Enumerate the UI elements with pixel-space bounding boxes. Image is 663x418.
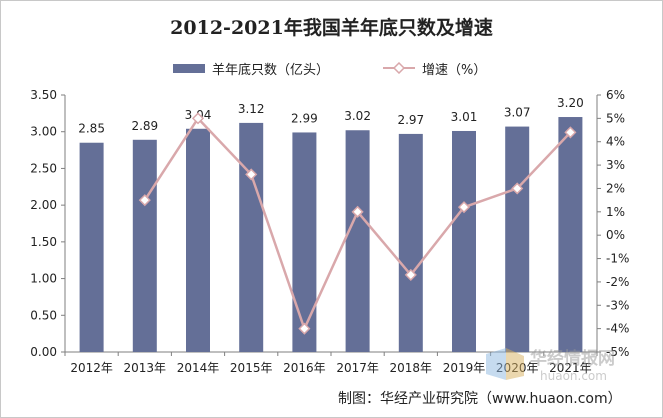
- y-left-tick-label: 1.00: [30, 272, 57, 286]
- bar-data-label: 3.12: [238, 102, 265, 116]
- bar-data-label: 2.89: [131, 119, 158, 133]
- x-tick-label: 2018年: [390, 361, 433, 375]
- y-left-tick-label: 3.00: [30, 125, 57, 139]
- x-tick-label: 2014年: [177, 361, 220, 375]
- bar: [132, 139, 157, 352]
- bar: [292, 132, 317, 352]
- legend-bar-swatch: [173, 63, 205, 73]
- bar: [558, 117, 583, 353]
- y-right-tick-label: 3%: [606, 158, 625, 172]
- x-tick-label: 2016年: [283, 361, 326, 375]
- y-right-tick-label: -1%: [606, 252, 629, 266]
- legend-item-bar-series: 羊年底只数（亿头）: [173, 58, 329, 78]
- y-right-tick-label: 6%: [606, 88, 625, 102]
- legend-bar-label: 羊年底只数（亿头）: [212, 62, 330, 78]
- y-right-tick-label: -3%: [606, 298, 629, 312]
- bar-data-label: 3.01: [451, 110, 478, 124]
- bar-data-label: 3.20: [557, 96, 584, 110]
- growth-point: [457, 201, 471, 214]
- y-right-tick-label: -5%: [606, 345, 629, 359]
- bar: [239, 122, 264, 352]
- bar: [345, 130, 370, 352]
- chart-legend: 羊年底只数（亿头） 增速（%）: [0, 58, 663, 78]
- bar-data-label: 2.97: [397, 113, 424, 127]
- watermark-url: huaon.com: [540, 369, 607, 383]
- growth-point: [138, 194, 151, 207]
- growth-point: [191, 112, 205, 125]
- bar-data-label: 3.02: [344, 109, 371, 123]
- legend-item-line-series: 增速（%）: [383, 58, 486, 78]
- y-left-tick-label: 3.50: [30, 88, 57, 102]
- growth-point: [511, 182, 524, 195]
- watermark-brand: 华经情报网: [530, 348, 615, 369]
- y-right-tick-label: 4%: [606, 135, 625, 149]
- legend-line-swatch: [383, 62, 415, 74]
- source-credit: 制图：华经产业研究院（www.huaon.com）: [338, 391, 622, 407]
- y-left-tick-label: 2.00: [30, 198, 57, 212]
- bar: [398, 133, 423, 352]
- legend-line-label: 增速（%）: [422, 62, 487, 78]
- chart-title: 2012-2021年我国羊年底只数及增速: [170, 17, 493, 39]
- y-left-tick-label: 2.50: [30, 161, 57, 175]
- y-left-tick-label: 0.00: [30, 345, 57, 359]
- y-left-tick-label: 1.50: [30, 235, 57, 249]
- bar: [505, 126, 530, 353]
- watermark-logo: 华经情报网 huaon.com: [484, 346, 634, 386]
- bar-data-label: 2.99: [291, 111, 318, 125]
- y-right-tick-label: 0%: [606, 228, 625, 242]
- x-tick-label: 2015年: [230, 361, 273, 375]
- bar: [452, 130, 476, 352]
- growth-point: [245, 168, 258, 181]
- y-right-tick-label: -4%: [606, 322, 629, 336]
- growth-point: [351, 205, 364, 218]
- y-left-tick-label: 0.50: [30, 308, 57, 322]
- x-tick-label: 2019年: [443, 361, 486, 375]
- x-tick-label: 2013年: [124, 361, 167, 375]
- y-right-tick-label: -2%: [606, 275, 629, 289]
- bar: [186, 128, 210, 352]
- bar-data-label: 2.85: [78, 122, 105, 136]
- y-right-tick-label: 5%: [606, 111, 625, 125]
- y-right-tick-label: 2%: [606, 181, 625, 195]
- x-tick-label: 2012年: [70, 361, 113, 375]
- x-tick-label: 2021年: [549, 361, 592, 375]
- growth-point: [404, 268, 417, 281]
- y-right-tick-label: 1%: [606, 205, 625, 219]
- x-tick-label: 2017年: [336, 361, 379, 375]
- bar: [79, 142, 104, 352]
- bar-data-label: 3.07: [504, 106, 531, 120]
- growth-point: [564, 126, 577, 139]
- growth-point: [298, 322, 311, 335]
